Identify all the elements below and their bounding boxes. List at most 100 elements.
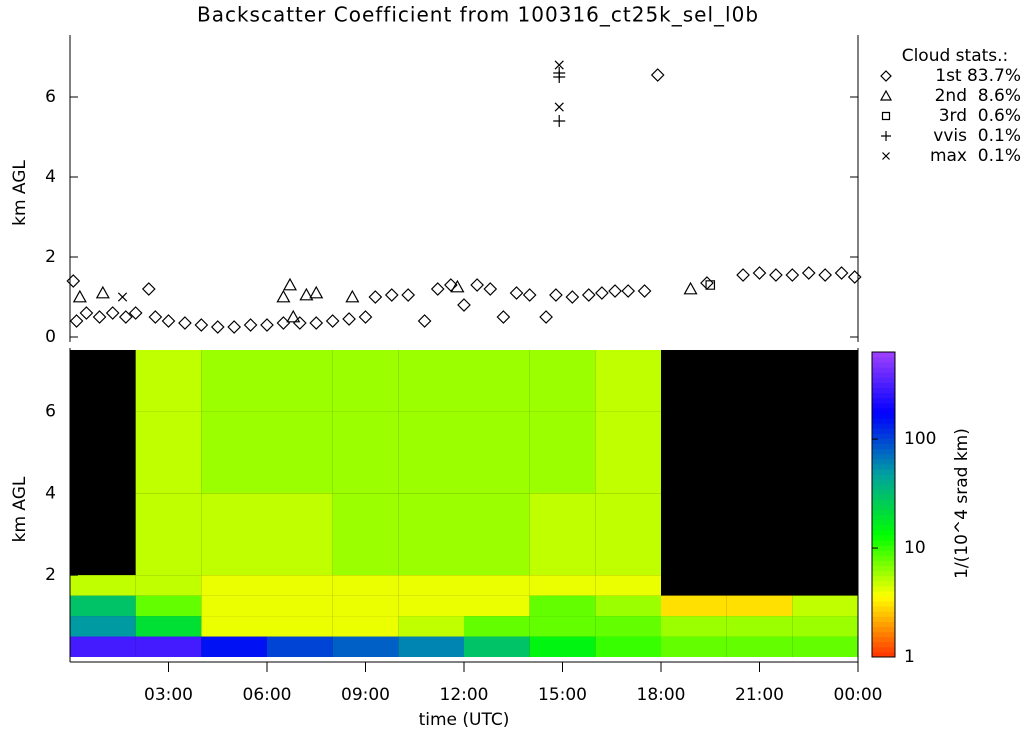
x-axis-label: time (UTC) — [419, 710, 510, 730]
heatmap-cell — [529, 616, 596, 637]
scatter-point — [401, 288, 416, 302]
heatmap-cell — [464, 636, 530, 657]
scatter-point — [95, 285, 110, 299]
colorbar-segment — [872, 596, 895, 602]
scatter-point — [595, 286, 609, 300]
scatter-point — [554, 60, 564, 70]
scatter-point — [210, 320, 225, 334]
y-tick-label: 2 — [45, 247, 56, 267]
scatter-point — [553, 115, 566, 127]
scatter-point — [118, 310, 133, 324]
scatter-point — [358, 310, 373, 324]
scatter-point — [148, 310, 163, 324]
colorbar-segment — [872, 570, 895, 577]
colorbar-segment — [872, 484, 895, 490]
y-tick-label: 4 — [45, 167, 56, 187]
scatter-point — [470, 278, 484, 292]
colorbar-segment — [872, 529, 895, 536]
colorbar-segment — [872, 514, 895, 521]
y-axis-label: km AGL — [10, 476, 30, 542]
legend-marker — [881, 111, 891, 121]
x-tick-label: 18:00 — [637, 685, 686, 705]
scatter-point — [227, 320, 242, 334]
heatmap-cell — [595, 350, 661, 412]
colorbar-segment — [872, 453, 895, 460]
colorbar-segment — [872, 580, 895, 587]
scatter-point — [565, 290, 580, 304]
heatmap-cell — [267, 493, 333, 576]
heatmap-cell — [201, 411, 267, 494]
colorbar-segment — [872, 621, 895, 627]
colorbar-segment — [872, 397, 895, 404]
y-tick-label: 4 — [45, 483, 56, 503]
colorbar-segment — [872, 524, 895, 531]
heatmap-cell — [398, 493, 464, 576]
colorbar-segment — [872, 377, 895, 383]
colorbar-segment — [872, 631, 895, 638]
heatmap-cell — [661, 616, 727, 637]
colorbar-segment — [872, 448, 895, 455]
heatmap-cell — [332, 595, 399, 617]
colorbar-segment — [872, 504, 895, 511]
scatter-point — [286, 309, 301, 323]
heatmap-cell — [332, 411, 399, 494]
colorbar-tick-label: 100 — [904, 429, 936, 449]
scatter-point — [161, 314, 176, 328]
colorbar-segment — [872, 611, 895, 617]
heatmap-cell — [398, 636, 464, 657]
heatmap-cell — [398, 350, 464, 412]
scatter-point — [309, 285, 324, 299]
colorbar-segment — [872, 489, 895, 495]
heatmap-cell — [267, 616, 333, 637]
colorbar-segment — [872, 458, 895, 465]
scatter-point — [105, 306, 120, 320]
heatmap-cell — [464, 411, 530, 494]
colorbar-segment — [872, 535, 895, 541]
heatmap-cell — [464, 493, 530, 576]
scatter-point — [292, 316, 307, 330]
heatmap-cell — [529, 493, 596, 576]
legend-title: Cloud stats.: — [902, 46, 1009, 66]
heatmap-cell — [529, 636, 596, 657]
colorbar-segment — [872, 560, 895, 566]
colorbar-segment — [872, 555, 895, 561]
scatter-point — [368, 290, 383, 304]
colorbar-segment — [872, 479, 895, 485]
heatmap-cell — [201, 575, 267, 596]
scatter-point — [834, 266, 849, 280]
heatmap-cell — [529, 575, 596, 596]
scatter-point — [194, 318, 209, 332]
colorbar-segment — [872, 463, 895, 470]
y-tick-label: 2 — [45, 565, 56, 585]
heatmap-cell — [135, 493, 202, 576]
scatter-point — [141, 282, 156, 296]
legend-marker — [880, 70, 892, 82]
x-tick-label: 12:00 — [440, 685, 489, 705]
colorbar-segment — [872, 601, 895, 607]
heatmap-cell — [792, 636, 858, 657]
x-tick-label: 03:00 — [144, 685, 193, 705]
legend-label: 1st 83.7% — [935, 66, 1021, 86]
heatmap-cell — [267, 411, 333, 494]
heatmap-cell — [661, 636, 727, 657]
scatter-point — [276, 289, 291, 303]
colorbar-segment — [872, 606, 895, 612]
heatmap-cell — [332, 350, 399, 412]
heatmap-cell — [529, 350, 596, 412]
heatmap-cell — [135, 636, 202, 657]
scatter-point — [243, 318, 258, 332]
scatter-point — [309, 316, 324, 330]
scatter-point — [705, 280, 716, 290]
scatter-point — [752, 266, 767, 280]
heatmap-cell — [595, 616, 661, 637]
scatter-point — [496, 310, 511, 324]
legend-label: 2nd 8.6% — [935, 86, 1021, 106]
heatmap-cell — [595, 595, 661, 617]
heatmap-cell — [201, 616, 267, 637]
colorbar-segment — [872, 519, 895, 526]
scatter-point — [736, 268, 750, 282]
scatter-point — [79, 306, 94, 320]
colorbar-segment — [872, 418, 895, 424]
x-tick-label: 15:00 — [538, 685, 587, 705]
scatter-point — [700, 276, 714, 290]
